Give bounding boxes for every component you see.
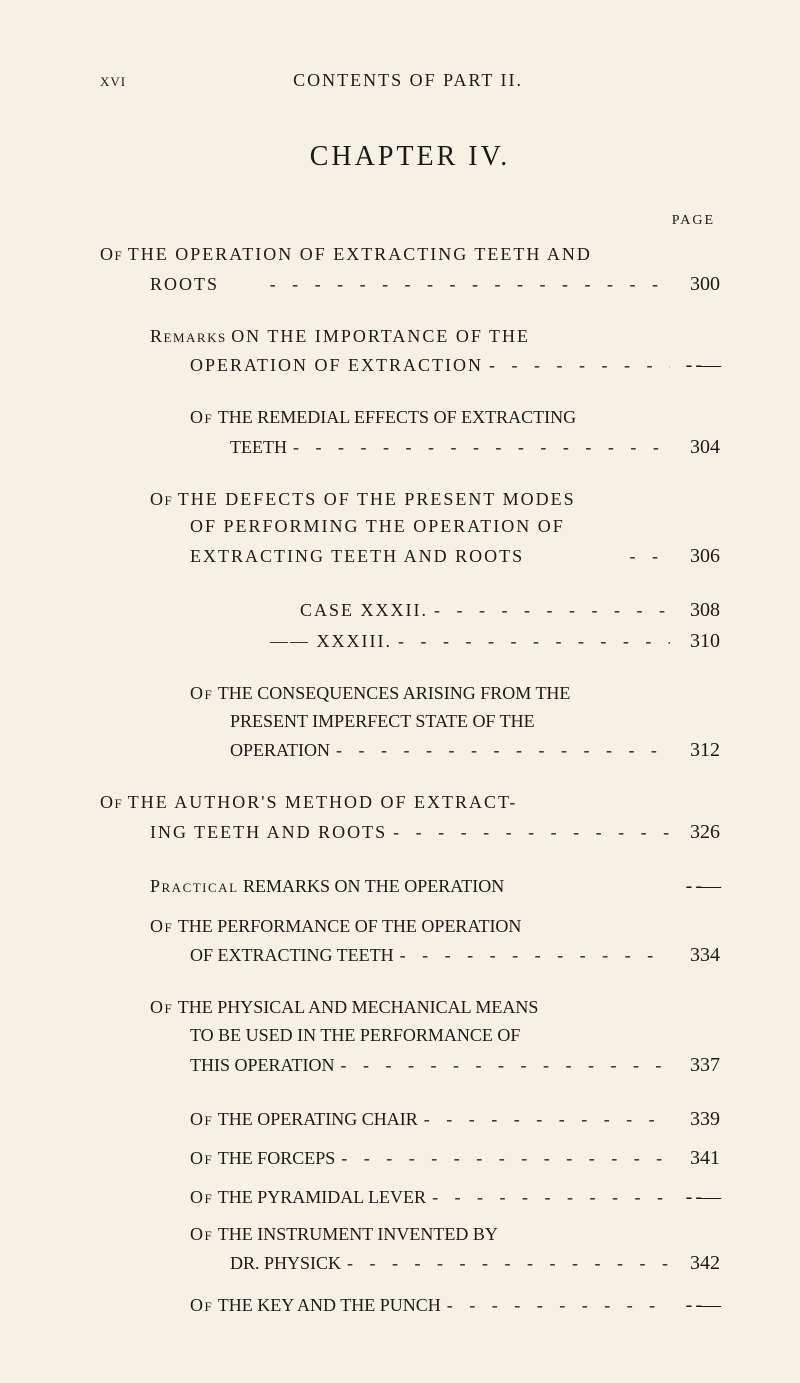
page-ref: 337: [670, 1048, 720, 1082]
entry-text: Practical REMARKS ON THE OPERATION: [150, 871, 504, 902]
page-ref: 334: [670, 938, 720, 972]
page-ref: 310: [670, 624, 720, 658]
entry-text: THIS OPERATION: [190, 1050, 335, 1081]
toc-entry: Of THE KEY AND THE PUNCH - - - - - - - -…: [100, 1288, 720, 1322]
entry-text: CASE XXXII.: [300, 595, 428, 626]
leader-dots: - - - - - - - - - - - - - - - - - -: [483, 350, 670, 381]
toc-entry: Of THE DEFECTS OF THE PRESENT MODES OF P…: [100, 484, 720, 573]
entry-text: OF EXTRACTING TEETH: [190, 940, 394, 971]
entry-text: OPERATION OF EXTRACTION: [190, 350, 483, 381]
page-ref: 304: [670, 430, 720, 464]
entry-text: Of THE FORCEPS: [190, 1143, 335, 1174]
leader-dots: - - - - - - - - - - - - - - - - - -: [330, 735, 670, 766]
page-ref: - -—: [670, 869, 720, 903]
toc-entry: Of THE OPERATION OF EXTRACTING TEETH AND…: [100, 239, 720, 301]
entry-text: Of THE INSTRUMENT INVENTED BY: [190, 1219, 498, 1250]
toc-entry: Of THE INSTRUMENT INVENTED BY DR. PHYSIC…: [100, 1219, 720, 1281]
page-ref: 306: [670, 539, 720, 573]
entry-text: —— XXXIII.: [270, 626, 392, 657]
entry-text: Of THE CONSEQUENCES ARISING FROM THE: [190, 678, 570, 709]
entry-text: Of THE OPERATING CHAIR: [190, 1104, 418, 1135]
leader-dots: - - - - - - - - - - - - - - - - - -: [394, 940, 670, 971]
page-ref: - -—: [670, 1180, 720, 1214]
entry-text: Remarks ON THE IMPORTANCE OF THE: [150, 321, 530, 352]
running-title: CONTENTS OF PART II.: [293, 70, 523, 91]
entry-text: DR. PHYSICK: [230, 1248, 341, 1279]
entry-text: PRESENT IMPERFECT STATE OF THE: [230, 706, 535, 737]
entry-text: ROOTS: [150, 269, 219, 300]
leader-dots: - - - - - - - - - - - - - - - - - -: [219, 269, 670, 300]
page-ref: 326: [670, 815, 720, 849]
leader-dots: - - - - - - - - - - - - - - - - - -: [441, 1290, 670, 1321]
entry-text: Of THE PYRAMIDAL LEVER: [190, 1182, 426, 1213]
leader-dots: - -: [524, 541, 670, 572]
spacer: [690, 70, 720, 91]
entry-text: Of THE AUTHOR'S METHOD OF EXTRACT-: [100, 787, 517, 818]
leader-dots: - - - - - - - - - - - - - - - - - -: [287, 432, 670, 463]
entry-text: Of THE KEY AND THE PUNCH: [190, 1290, 441, 1321]
page-number: xvi: [100, 70, 126, 91]
entry-text: TO BE USED IN THE PERFORMANCE OF: [190, 1020, 520, 1051]
entry-text: EXTRACTING TEETH AND ROOTS: [190, 541, 524, 572]
page-column-label: PAGE: [100, 213, 720, 229]
entry-text: Of THE PHYSICAL AND MECHANICAL MEANS: [150, 992, 538, 1023]
leader-dots: - - - - - - - - - - - - - - - - - -: [418, 1104, 670, 1135]
leader-dots: - - - - - - - - - - - - - - - - - -: [335, 1050, 670, 1081]
leader-dots: - - - - - - - - - - - - - - - - - -: [335, 1143, 670, 1174]
leader-dots: - - - - - - - - - - - - - - - - - -: [392, 626, 670, 657]
leader-dots: - - - - - - - - - - - - - - - - - -: [387, 817, 670, 848]
page-ref: - -—: [670, 348, 720, 382]
entry-text: OF PERFORMING THE OPERATION OF: [190, 511, 565, 542]
chapter-title: CHAPTER IV.: [100, 141, 720, 173]
leader-dots: [504, 871, 670, 902]
page-ref: 342: [670, 1246, 720, 1280]
toc-entry: Remarks ON THE IMPORTANCE OF THE OPERATI…: [100, 321, 720, 383]
entry-text: Of THE OPERATION OF EXTRACTING TEETH AND: [100, 239, 592, 270]
toc-entry: Of THE PYRAMIDAL LEVER - - - - - - - - -…: [100, 1180, 720, 1214]
leader-dots: - - - - - - - - - - - - - - - - - -: [428, 595, 670, 626]
entry-text: OPERATION: [230, 735, 330, 766]
entry-text: Of THE PERFORMANCE OF THE OPERATION: [150, 911, 521, 942]
entry-text: ING TEETH AND ROOTS: [150, 817, 387, 848]
toc-entry: Of THE OPERATING CHAIR - - - - - - - - -…: [100, 1102, 720, 1136]
page-ref: 341: [670, 1141, 720, 1175]
toc-entry: CASE XXXII. - - - - - - - - - - - - - - …: [100, 593, 720, 658]
page-ref: 339: [670, 1102, 720, 1136]
toc-entry: Of THE FORCEPS - - - - - - - - - - - - -…: [100, 1141, 720, 1175]
leader-dots: - - - - - - - - - - - - - - - - - -: [341, 1248, 670, 1279]
entry-text: Of THE DEFECTS OF THE PRESENT MODES: [150, 484, 576, 515]
entry-text: TEETH: [230, 432, 287, 463]
page-ref: 300: [670, 267, 720, 301]
page-ref: - -—: [670, 1288, 720, 1322]
toc-entry: Of THE AUTHOR'S METHOD OF EXTRACT- ING T…: [100, 787, 720, 849]
toc-entry: Of THE CONSEQUENCES ARISING FROM THE PRE…: [100, 678, 720, 767]
entry-text: Of THE REMEDIAL EFFECTS OF EXTRACTING: [190, 402, 576, 433]
toc-entry: Of THE REMEDIAL EFFECTS OF EXTRACTING TE…: [100, 402, 720, 464]
toc-entry: Practical REMARKS ON THE OPERATION - -—: [100, 869, 720, 903]
toc-entry: Of THE PERFORMANCE OF THE OPERATION OF E…: [100, 911, 720, 973]
leader-dots: - - - - - - - - - - - - - - - - - -: [426, 1182, 670, 1213]
page-ref: 312: [670, 733, 720, 767]
page-ref: 308: [670, 593, 720, 627]
toc-entry: Of THE PHYSICAL AND MECHANICAL MEANS TO …: [100, 992, 720, 1081]
page-header: xvi CONTENTS OF PART II.: [100, 70, 720, 91]
